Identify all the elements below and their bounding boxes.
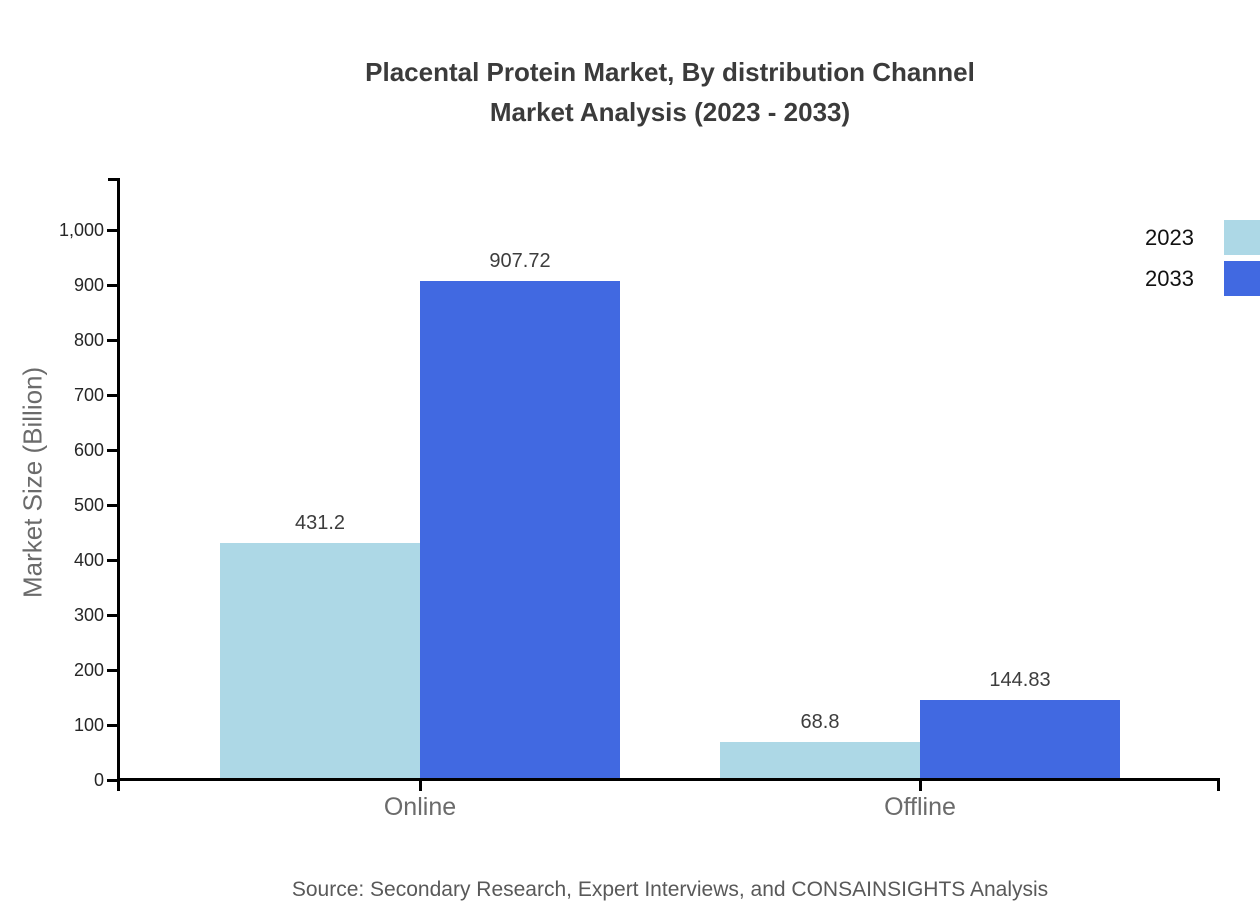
y-tick-label-900: 900 [73, 275, 104, 295]
x-tick-online [418, 781, 422, 791]
y-tick-label-1000: 1,000 [58, 220, 104, 240]
y-tick-1000 [107, 229, 117, 232]
y-axis-top-cap [108, 178, 120, 181]
x-axis-line [117, 778, 1220, 781]
y-tick-100 [107, 724, 117, 727]
y-tick-label-600: 600 [73, 440, 104, 460]
bar-value-label-2023-online: 431.2 [294, 512, 346, 534]
y-tick-label-0: 0 [93, 770, 104, 790]
legend: 2023 2033 [1145, 220, 1260, 302]
legend-label-2023: 2023 [1145, 224, 1194, 250]
bar-value-label-2023-offline: 68.8 [800, 711, 840, 733]
bar-2023-offline [720, 742, 920, 779]
y-axis-line [117, 178, 120, 791]
y-tick-200 [107, 669, 117, 672]
y-tick-800 [107, 339, 117, 342]
y-tick-700 [107, 394, 117, 397]
y-tick-label-800: 800 [73, 330, 104, 350]
bar-2033-offline [920, 700, 1120, 779]
y-tick-400 [107, 559, 117, 562]
legend-label-2033: 2033 [1145, 265, 1194, 291]
y-tick-label-200: 200 [73, 660, 104, 680]
y-tick-label-500: 500 [73, 495, 104, 515]
bar-2033-online [420, 281, 620, 779]
legend-swatch-2033 [1224, 261, 1260, 296]
bar-value-label-2033-online: 907.72 [489, 250, 551, 272]
y-tick-0 [107, 779, 117, 782]
y-tick-label-700: 700 [73, 385, 104, 405]
y-tick-300 [107, 614, 117, 617]
chart-title: Placental Protein Market, By distributio… [120, 52, 1220, 132]
legend-item-2023: 2023 [1145, 220, 1260, 255]
legend-item-2033: 2033 [1145, 261, 1260, 296]
x-tick-offline [918, 781, 922, 791]
y-tick-label-400: 400 [73, 550, 104, 570]
x-tick-label-online: Online [383, 793, 457, 821]
legend-swatch-2023 [1224, 220, 1260, 255]
x-tick-label-offline: Offline [884, 793, 956, 821]
y-tick-label-300: 300 [73, 605, 104, 625]
bar-2023-online [220, 543, 420, 779]
x-axis-right-cap [1217, 778, 1220, 791]
bar-value-label-2033-offline: 144.83 [989, 669, 1051, 691]
source-text: Source: Secondary Research, Expert Inter… [291, 878, 1049, 901]
y-tick-900 [107, 284, 117, 287]
y-tick-600 [107, 449, 117, 452]
chart-title-line2: Market Analysis (2023 - 2033) [489, 97, 851, 127]
chart-title-line1: Placental Protein Market, By distributio… [365, 57, 975, 87]
y-tick-500 [107, 504, 117, 507]
y-tick-label-100: 100 [73, 715, 104, 735]
